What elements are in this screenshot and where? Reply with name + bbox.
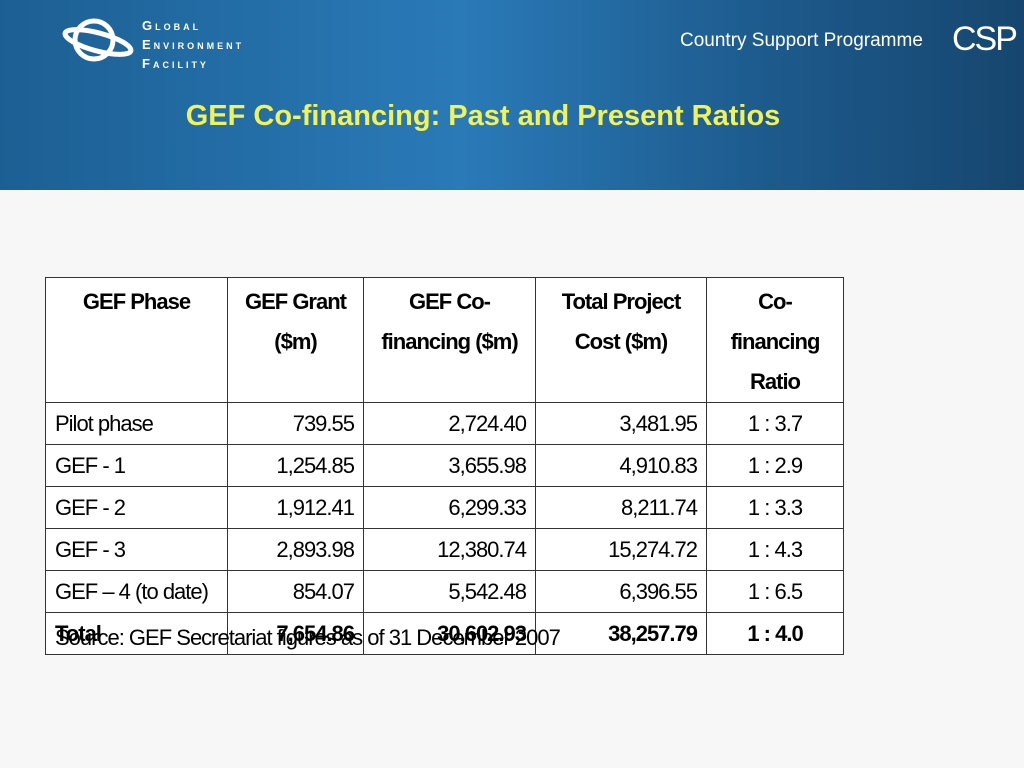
total-row: Total 7,654.86 30,602.93 38,257.79 1 : 4.0 (45, 612, 844, 655)
cell: 30,602.93 (363, 612, 536, 655)
table-body: Pilot phase 739.55 2,724.40 3,481.95 1 : 3.7… (45, 402, 844, 655)
cell: 3,655.98 (363, 444, 536, 487)
logo-word: Environment (142, 37, 245, 52)
cell: 1,254.85 (227, 444, 364, 487)
cell: 12,380.74 (363, 528, 536, 571)
logo-word: Global (142, 18, 202, 33)
cell: 1 : 4.0 (706, 612, 844, 655)
cell: 6,299.33 (363, 486, 536, 529)
cell: 1 : 4.3 (706, 528, 844, 571)
header-row: GEF Phase GEF Grant ($m) GEF Co-financing … (45, 277, 844, 403)
cell: GEF - 3 (45, 528, 228, 571)
cell: 3,481.95 (535, 402, 707, 445)
cell: 1 : 2.9 (706, 444, 844, 487)
row: GEF - 3 2,893.98 12,380.74 15,274.72 1 : 4.3 (45, 528, 844, 571)
table: GEF Phase GEF Grant ($m) GEF Co-financing … (45, 277, 844, 655)
row: Pilot phase 739.55 2,724.40 3,481.95 1 : 3.7 (45, 402, 844, 445)
cell: 1 : 6.5 (706, 570, 844, 613)
title: GEF Co-financing: Past and Present Ratio… (185, 100, 781, 132)
cell: GEF - 1 (45, 444, 228, 487)
programme-logo: CSP (952, 20, 1018, 58)
cell: 2,724.40 (363, 402, 536, 445)
cell: 38,257.79 (535, 612, 707, 655)
cell: 15,274.72 (535, 528, 707, 571)
cell: 854.07 (227, 570, 364, 613)
column-header: GEF Grant ($m) (227, 277, 364, 403)
cell: 1,912.41 (227, 486, 364, 529)
cell: 1 : 3.3 (706, 486, 844, 529)
column-header: Total Project Cost ($m) (535, 277, 707, 403)
cell: Total (45, 612, 228, 655)
banner: Global Environment Facility Country Supp… (0, 0, 1024, 190)
cell: 8,211.74 (535, 486, 707, 529)
cell: 7,654.86 (227, 612, 364, 655)
cell: Pilot phase (45, 402, 228, 445)
cell: 739.55 (227, 402, 364, 445)
cell: 5,542.48 (363, 570, 536, 613)
column-header: GEF Phase (45, 277, 228, 403)
cell: 1 : 3.7 (706, 402, 844, 445)
cell: 6,396.55 (535, 570, 707, 613)
cell: 4,910.83 (535, 444, 707, 487)
row: GEF - 1 1,254.85 3,655.98 4,910.83 1 : 2.9 (45, 444, 844, 487)
logo-word: Facility (142, 56, 209, 71)
source: Source: GEF Secretariat figures as of 31… (55, 625, 561, 650)
logo-text: Global Environment Facility (142, 16, 244, 73)
cell: GEF – 4 (to date) (45, 570, 228, 613)
column-header: Co-financing Ratio (706, 277, 844, 403)
logo-icon (62, 18, 134, 62)
cell: 2,893.98 (227, 528, 364, 571)
row: GEF – 4 (to date) 854.07 5,542.48 6,396.55 1… (45, 570, 844, 613)
programme: Country Support Programme (680, 30, 923, 51)
column-header: GEF Co-financing ($m) (363, 277, 536, 403)
row: GEF - 2 1,912.41 6,299.33 8,211.74 1 : 3.3 (45, 486, 844, 529)
cell: GEF - 2 (45, 486, 228, 529)
